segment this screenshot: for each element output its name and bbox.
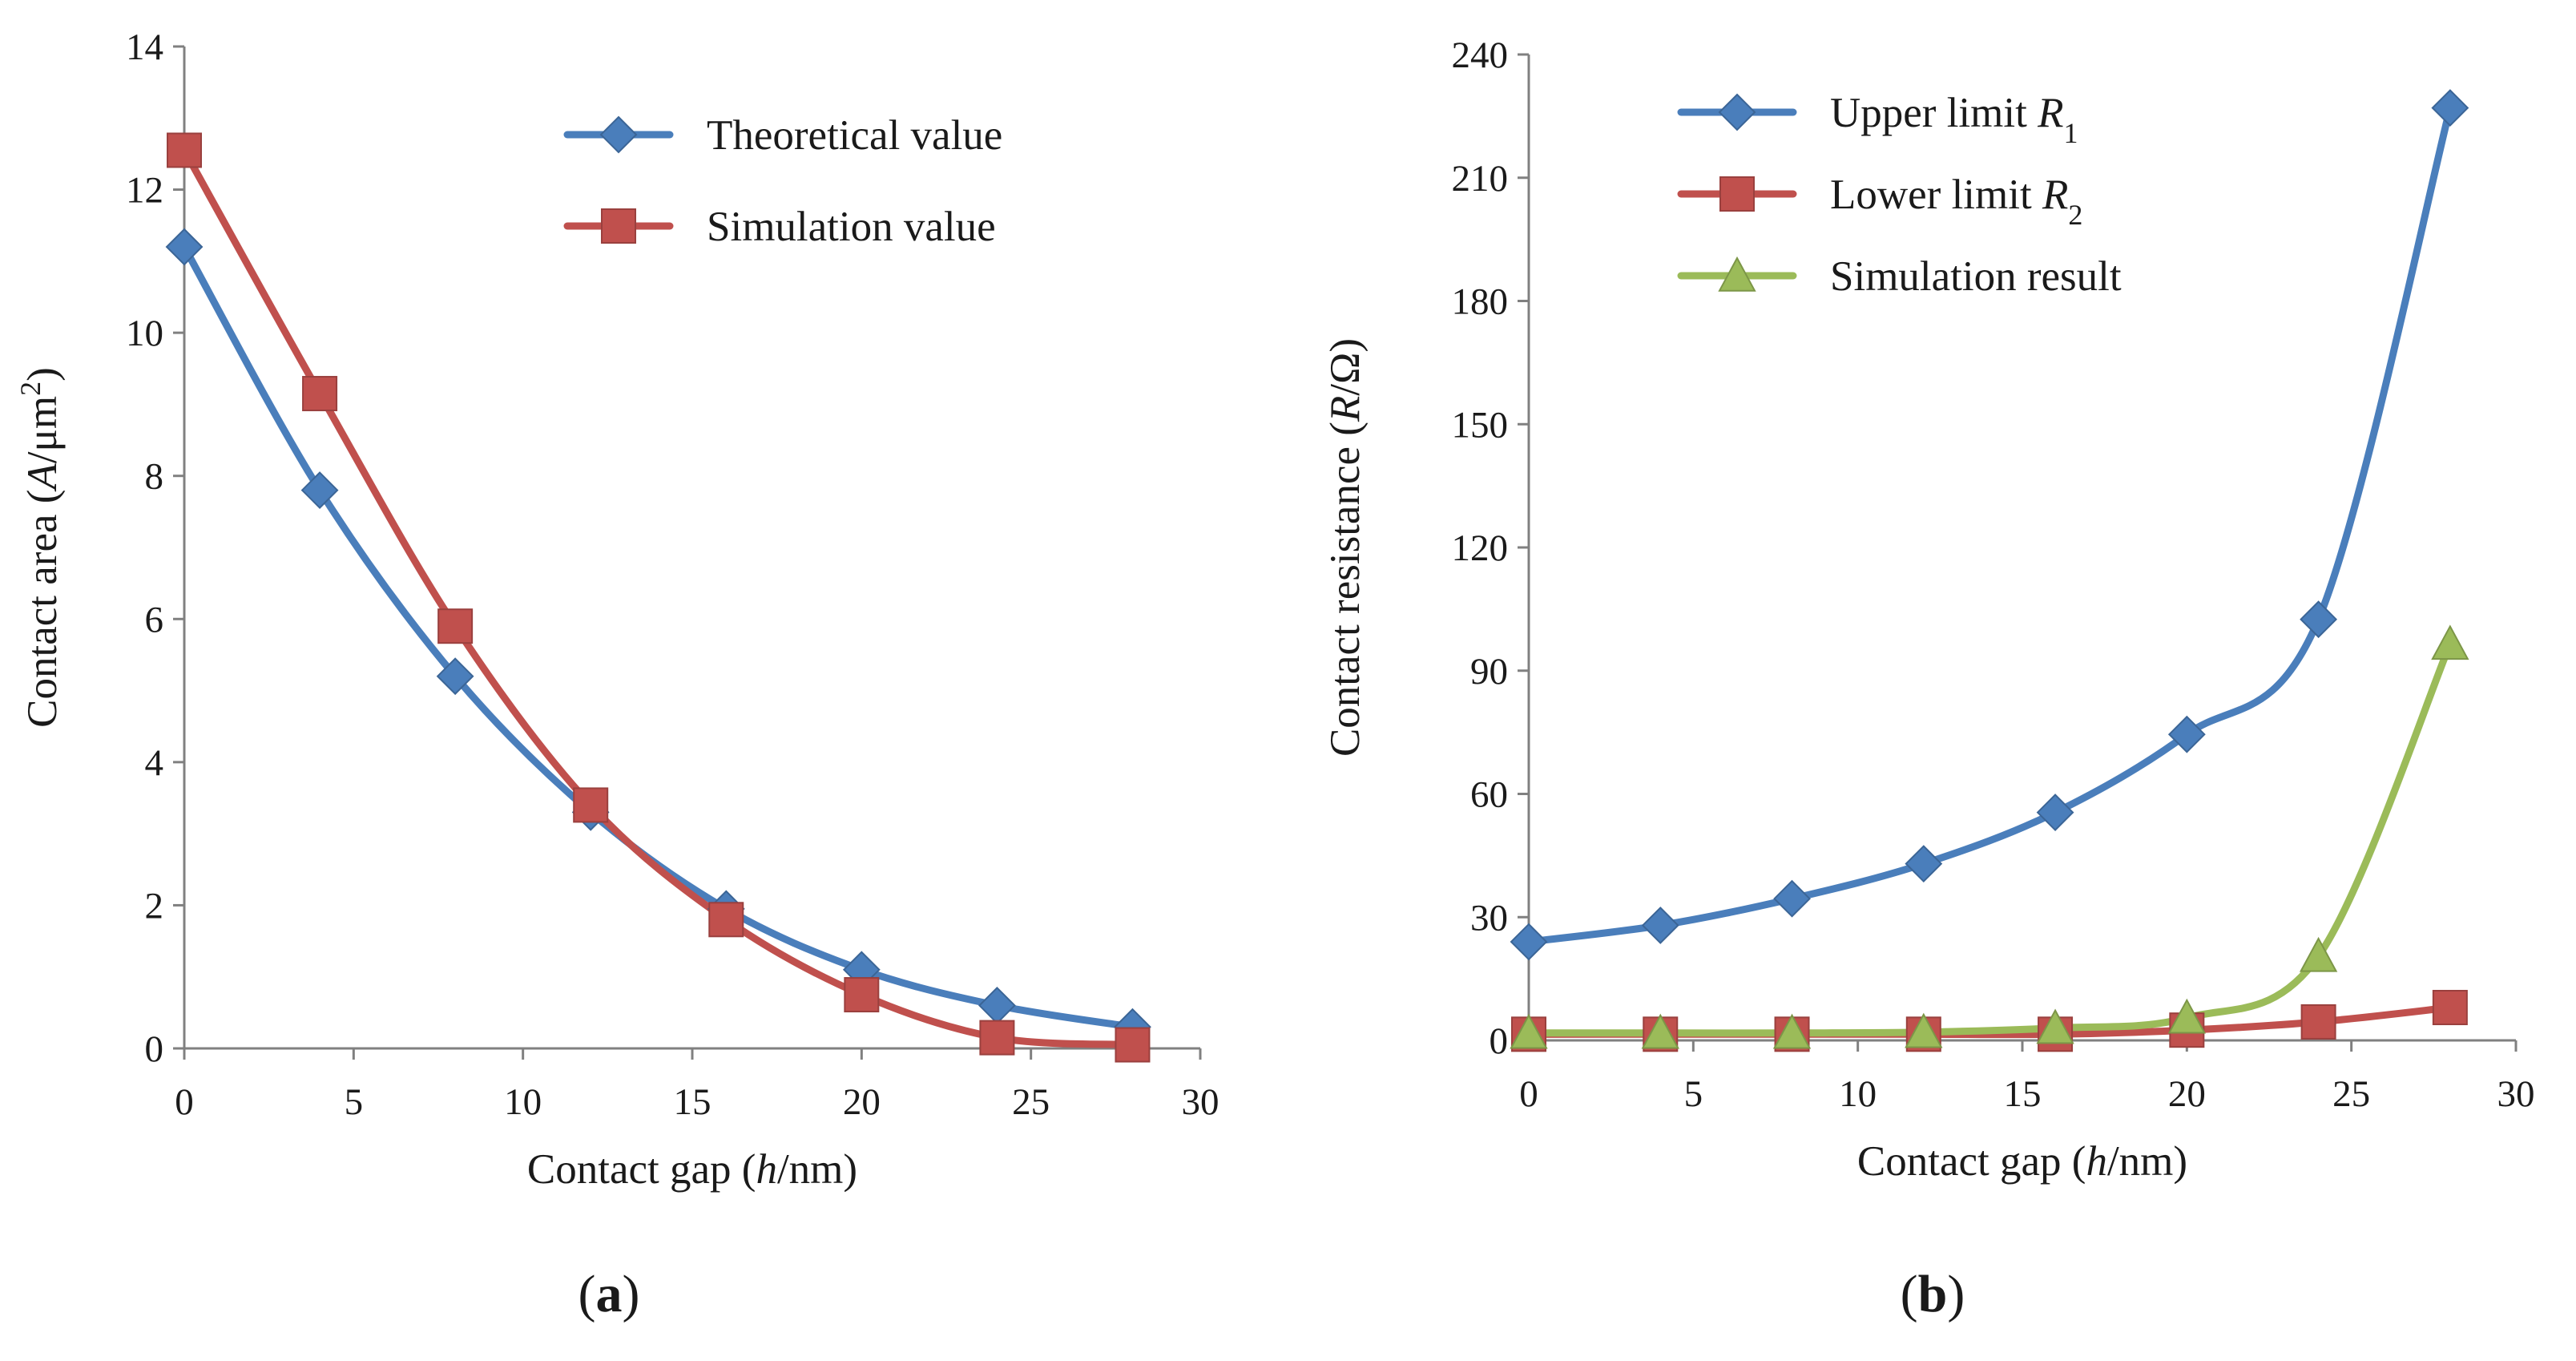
data-point (979, 1020, 1015, 1056)
legend-label: Upper limit R1 (1830, 90, 2078, 149)
data-point (2431, 89, 2469, 127)
y-tick-label: 210 (1452, 158, 1509, 200)
data-point (2167, 715, 2206, 753)
y-tick-label: 240 (1452, 34, 1509, 76)
x-tick-label: 0 (1519, 1073, 1538, 1115)
series-line-1 (180, 243, 1136, 1031)
y-tick-label: 6 (145, 599, 164, 640)
y-tick-label: 0 (1490, 1020, 1509, 1062)
y-tick-label: 8 (145, 456, 164, 498)
data-point (436, 657, 474, 696)
data-point (2299, 936, 2338, 972)
series-markers-3 (1510, 624, 2469, 1049)
y-tick-label: 180 (1452, 281, 1509, 323)
data-point (1905, 1012, 1943, 1048)
y-tick-label: 60 (1470, 774, 1508, 816)
data-point (1510, 1013, 1548, 1049)
data-point (2300, 600, 2338, 639)
panel-label: (b) (1901, 1265, 1965, 1323)
data-point (2432, 990, 2468, 1025)
data-point (1773, 879, 1811, 918)
y-tick-label: 150 (1452, 404, 1509, 446)
data-point (1510, 923, 1548, 961)
chart-panel-b: 0 30 60 90 120 150 180 210 240 0 5 10 15 20 25 30 Contac… (1322, 34, 2535, 1323)
data-point (165, 228, 204, 266)
data-point (1905, 845, 1943, 883)
x-tick-label: 25 (2332, 1073, 2370, 1115)
y-tick-label: 12 (126, 170, 163, 212)
x-tick-label: 25 (1012, 1081, 1050, 1123)
data-point (1772, 1013, 1812, 1049)
series-markers-1 (165, 228, 1151, 1046)
x-tick-label: 10 (1839, 1073, 1877, 1115)
data-point (844, 977, 880, 1013)
legend-swatch-marker (1718, 93, 1756, 131)
x-tick-label: 30 (2497, 1073, 2535, 1115)
data-point (302, 376, 338, 412)
data-point (2036, 794, 2074, 831)
series-markers-2 (167, 132, 1151, 1063)
x-tick-label: 5 (345, 1081, 364, 1123)
series-line-1 (1525, 104, 2454, 946)
data-point (978, 987, 1016, 1024)
x-tick-label: 20 (843, 1081, 881, 1123)
x-tick-label: 30 (1182, 1081, 1219, 1123)
chart-panel-a: 0 2 4 6 8 10 12 14 0 5 10 15 20 25 30 Contact gap (h/nm… (14, 26, 1219, 1323)
panel-label: (a) (578, 1265, 640, 1323)
data-point (2300, 1004, 2336, 1040)
y-tick-label: 30 (1470, 897, 1508, 939)
y-tick-label: 14 (126, 26, 163, 68)
legend-swatch-marker (1719, 176, 1755, 212)
x-tick-label: 0 (175, 1081, 194, 1123)
x-tick-label: 5 (1684, 1073, 1703, 1115)
data-point (1641, 907, 1679, 944)
y-tick-label: 120 (1452, 527, 1509, 569)
data-point (708, 902, 744, 938)
y-tick-label: 0 (145, 1028, 164, 1070)
data-point (1115, 1027, 1151, 1063)
data-point (2167, 998, 2207, 1034)
x-tick-label: 15 (674, 1081, 712, 1123)
y-tick-label: 4 (145, 742, 164, 784)
data-point (300, 471, 339, 509)
x-tick-label: 20 (2168, 1073, 2206, 1115)
x-tick-label: 15 (2004, 1073, 2042, 1115)
data-point (573, 787, 609, 823)
legend: Theoretical value Simulation value (563, 112, 1002, 250)
y-axis-label: Contact resistance (R/Ω) (1322, 338, 1369, 757)
x-tick-label: 10 (504, 1081, 542, 1123)
legend-label: Theoretical value (707, 112, 1002, 159)
y-tick-label: 10 (126, 313, 163, 354)
data-point (437, 608, 474, 644)
series-markers-1 (1510, 89, 2469, 961)
data-point (167, 132, 202, 168)
series-line-2 (180, 146, 1136, 1048)
data-point (1641, 1013, 1679, 1049)
y-tick-label: 2 (145, 885, 164, 927)
data-point (2036, 1008, 2074, 1044)
data-point (2431, 624, 2469, 660)
x-axis-label: Contact gap (h/nm) (527, 1146, 857, 1193)
legend-label: Lower limit R2 (1830, 172, 2082, 231)
legend-label: Simulation result (1830, 253, 2122, 300)
legend-swatch-marker (599, 115, 638, 154)
y-axis-label: Contact area (A/μm2) (14, 367, 66, 728)
y-tick-label: 90 (1470, 651, 1508, 693)
x-axis-label: Contact gap (h/nm) (1857, 1138, 2187, 1185)
legend-label: Simulation value (707, 204, 996, 250)
legend-swatch-marker (601, 208, 636, 244)
legend: Upper limit R1 Lower limit R2 Simulation r… (1677, 90, 2122, 300)
legend-swatch-marker (1718, 256, 1756, 292)
